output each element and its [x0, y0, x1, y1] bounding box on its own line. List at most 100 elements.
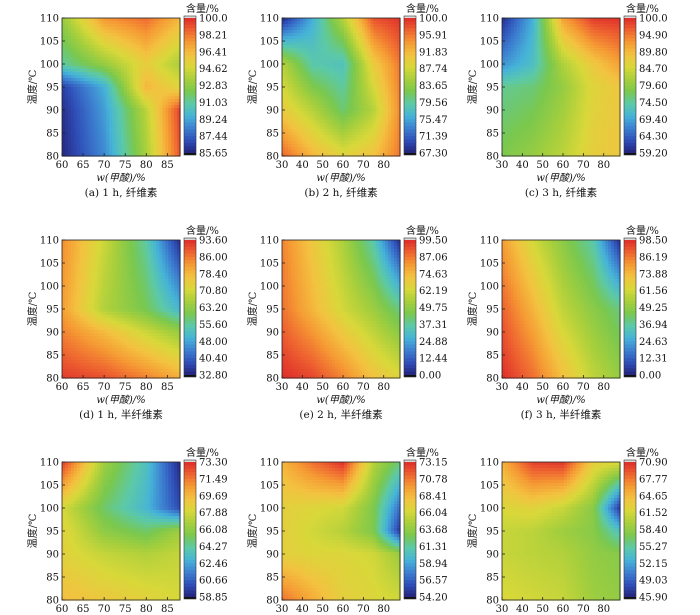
heatmap-cell	[147, 75, 152, 79]
heatmap-cell	[352, 54, 357, 58]
y-tick-label: 105	[40, 37, 59, 48]
heatmap-cell	[394, 39, 398, 43]
heatmap-cell	[162, 39, 166, 43]
heatmap-cell	[91, 90, 96, 94]
heatmap-cell	[138, 66, 143, 70]
heatmap-cell	[141, 69, 146, 73]
heatmap-cell	[144, 102, 149, 106]
heatmap-cell	[64, 36, 69, 40]
heatmap-cell	[126, 51, 131, 55]
heatmap-cell	[76, 45, 81, 49]
heatmap-cell	[305, 39, 310, 43]
heatmap-cell	[156, 132, 160, 136]
heatmap-cell	[177, 87, 181, 91]
heatmap-cell	[323, 45, 327, 49]
heatmap-cell	[115, 144, 119, 148]
y-tick-label: 100	[40, 60, 59, 71]
heatmap-cell	[112, 51, 116, 55]
heatmap-cell	[165, 96, 169, 100]
heatmap-cell	[358, 42, 363, 46]
heatmap-cell	[85, 54, 90, 58]
heatmap-cell	[174, 75, 178, 79]
heatmap-cell	[329, 18, 333, 22]
heatmap-cell	[85, 114, 90, 118]
heatmap-cell	[67, 93, 72, 97]
heatmap-cell	[373, 45, 377, 49]
heatmap-cell	[70, 72, 75, 76]
heatmap-cell	[70, 93, 75, 97]
heatmap-cell	[332, 48, 336, 52]
heatmap-cell	[88, 63, 93, 67]
heatmap-cell	[132, 132, 137, 136]
heatmap-cell	[109, 132, 113, 136]
heatmap-cell	[153, 96, 157, 100]
heatmap-cell	[62, 114, 66, 118]
heatmap-cell	[103, 144, 107, 148]
heatmap-cell	[308, 42, 313, 46]
heatmap-cell	[94, 45, 98, 49]
heatmap-cell	[64, 111, 69, 115]
heatmap-cell	[141, 90, 146, 94]
heatmap-cell	[62, 153, 66, 157]
heatmap-cell	[397, 36, 401, 40]
heatmap-cell	[97, 102, 101, 106]
heatmap-cell	[150, 57, 155, 61]
heatmap-cell	[123, 30, 128, 34]
heatmap-cell	[147, 126, 152, 130]
heatmap-cell	[76, 129, 81, 133]
heatmap-cell	[73, 33, 78, 37]
heatmap-cell	[123, 99, 128, 103]
heatmap-cell	[332, 30, 336, 34]
heatmap-cell	[76, 90, 81, 94]
heatmap-cell	[308, 39, 313, 43]
heatmap-cell	[64, 24, 69, 28]
heatmap-cell	[138, 63, 143, 67]
heatmap-cell	[121, 138, 125, 142]
heatmap-cell	[64, 81, 69, 85]
heatmap-cell	[290, 45, 295, 49]
heatmap-cell	[85, 93, 90, 97]
colorbar-segment	[404, 112, 416, 117]
heatmap-cell	[88, 120, 93, 124]
heatmap-cell	[121, 117, 125, 121]
heatmap-cell	[103, 126, 107, 130]
colorbar-segment	[404, 142, 416, 147]
heatmap-cell	[85, 120, 90, 124]
heatmap-cell	[79, 99, 84, 103]
y-tick-label: 110	[40, 14, 59, 25]
heatmap-cell	[373, 57, 377, 61]
heatmap-cell	[326, 36, 330, 40]
heatmap-cell	[123, 87, 128, 91]
heatmap-cell	[144, 129, 149, 133]
heatmap-cell	[296, 36, 301, 40]
heatmap-cell	[73, 117, 78, 121]
heatmap-cell	[79, 60, 84, 64]
heatmap-cell	[94, 93, 98, 97]
heatmap-cell	[159, 108, 163, 112]
heatmap-cell	[76, 87, 81, 91]
heatmap-cell	[361, 24, 366, 28]
heatmap-cell	[165, 102, 169, 106]
heatmap-cell	[299, 48, 304, 52]
heatmap-cell	[62, 45, 66, 49]
heatmap-cell	[91, 36, 96, 40]
heatmap-cell	[67, 102, 72, 106]
heatmap-cell	[150, 87, 155, 91]
heatmap-cell	[358, 18, 363, 22]
heatmap-cell	[343, 30, 348, 34]
heatmap-cell	[67, 33, 72, 37]
colorbar-tick-label: 91.03	[199, 98, 228, 109]
heatmap-cell	[308, 18, 313, 22]
heatmap-cell	[100, 120, 104, 124]
heatmap-cell	[138, 33, 143, 37]
heatmap-cell	[62, 150, 66, 154]
heatmap-cell	[168, 99, 172, 103]
heatmap-cell	[326, 27, 330, 31]
heatmap-cell	[159, 60, 163, 64]
heatmap-cell	[165, 99, 169, 103]
heatmap-cell	[123, 144, 128, 148]
heatmap-cell	[62, 144, 66, 148]
heatmap-cell	[106, 60, 110, 64]
heatmap-cell	[349, 42, 354, 46]
heatmap-cell	[91, 138, 96, 142]
